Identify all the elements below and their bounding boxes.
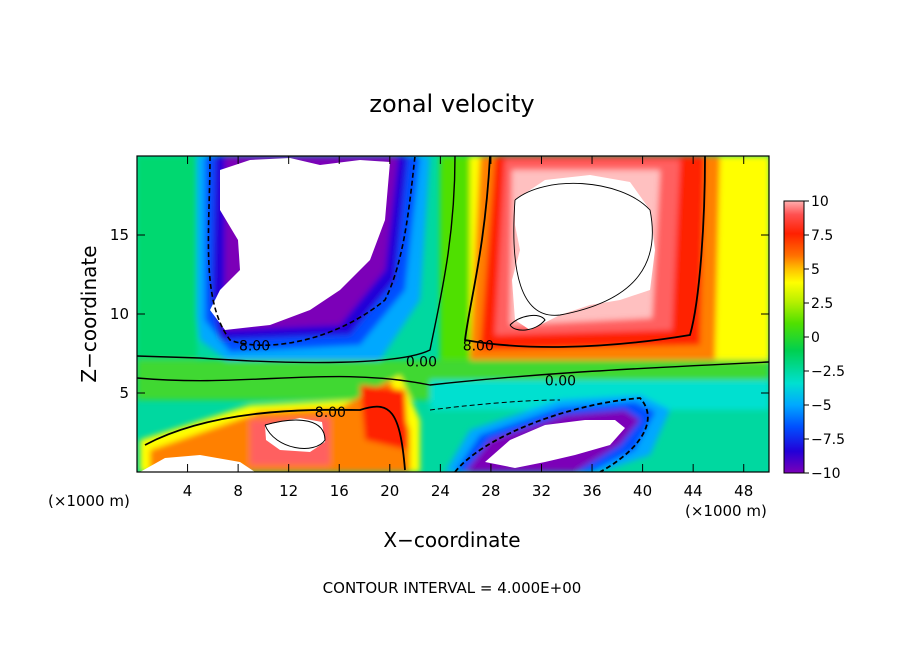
x-tick-label: 44	[684, 482, 703, 500]
x-tick-label: 8	[233, 482, 243, 500]
colorbar-tick-label: 0	[811, 330, 820, 346]
heatmap-field	[137, 156, 769, 472]
contour-label: 8.00	[239, 339, 270, 355]
x-tick-label: 40	[633, 482, 652, 500]
x-tick-label: 4	[183, 482, 193, 500]
contour-lines	[137, 156, 769, 472]
x-axis-label: X−coordinate	[383, 528, 520, 552]
colorbar-tick-label: 5	[811, 262, 820, 278]
y-tick-label: 5	[119, 384, 129, 402]
x-tick-label: 48	[734, 482, 753, 500]
colorbar-tick-label: −2.5	[811, 364, 845, 380]
x-tick-label: 24	[431, 482, 450, 500]
colorbar-tick-label: −10	[811, 466, 841, 482]
colorbar-tick-label: 10	[811, 194, 829, 210]
x-tick-label: 12	[279, 482, 298, 500]
colorbar-tick-label: −5	[811, 398, 832, 414]
x-tick-label: 32	[532, 482, 551, 500]
y-axis: 5 10 15	[110, 226, 769, 402]
x-tick-label: 16	[330, 482, 349, 500]
x-tick-label: 20	[380, 482, 399, 500]
contour-label: 8.00	[315, 405, 346, 421]
x-tick-label: 36	[582, 482, 601, 500]
contour-interval-note: CONTOUR INTERVAL = 4.000E+00	[323, 579, 582, 597]
colorbar-tick-label: −7.5	[811, 432, 845, 448]
colorbar-tick-label: 2.5	[811, 296, 833, 312]
contour-label: 0.00	[406, 354, 437, 370]
x-unit-right: (×1000 m)	[685, 502, 767, 520]
contour-labels: 8.00 0.00 8.00 0.00 8.00	[239, 339, 576, 421]
colorbar-ticks: 10 7.5 5 2.5 0 −2.5 −5 −7.5 −10	[804, 194, 845, 482]
colorbar-tick-label: 7.5	[811, 228, 833, 244]
colorbar	[783, 200, 805, 474]
y-tick-label: 10	[110, 305, 129, 323]
y-axis-label: Z−coordinate	[77, 245, 101, 382]
x-axis: 4 8 12 16 20 24 28 32 36 40 44 48	[183, 156, 753, 500]
x-tick-label: 28	[481, 482, 500, 500]
contour-label: 0.00	[545, 373, 576, 389]
chart-title: zonal velocity	[369, 90, 534, 118]
x-unit-left: (×1000 m)	[48, 492, 130, 510]
contour-label: 8.00	[463, 339, 494, 355]
y-tick-label: 15	[110, 226, 129, 244]
